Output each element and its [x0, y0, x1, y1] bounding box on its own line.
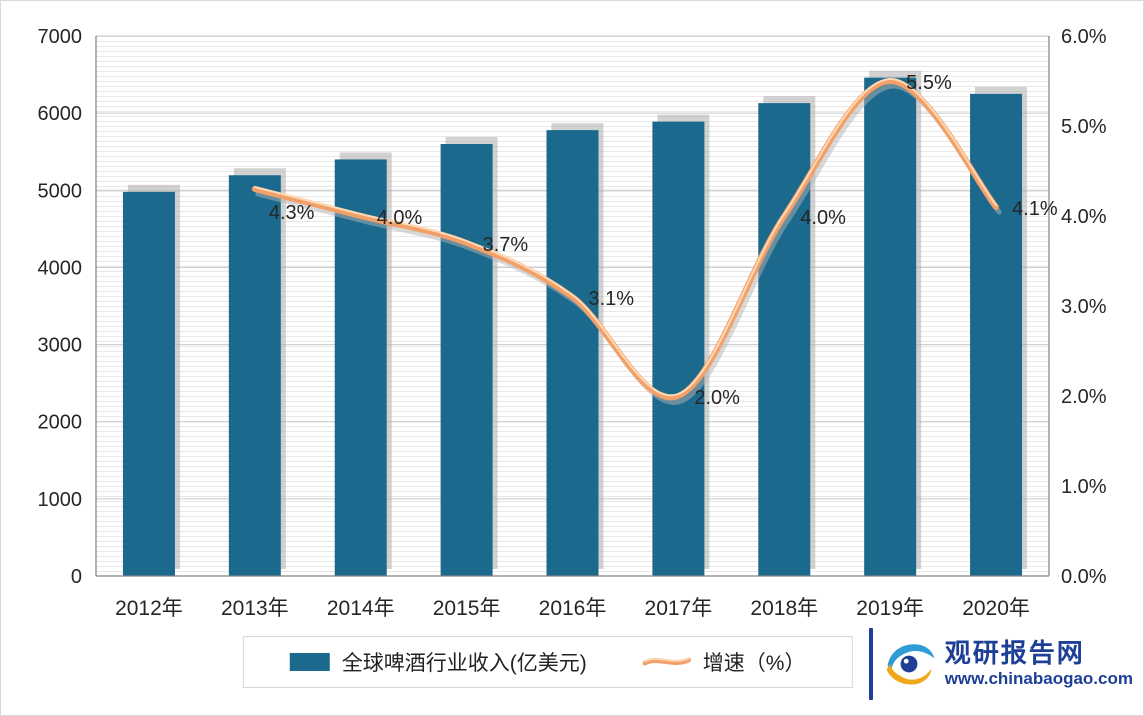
svg-text:2012年: 2012年 — [115, 597, 183, 620]
svg-text:2020年: 2020年 — [962, 597, 1030, 620]
svg-text:2.0%: 2.0% — [1061, 386, 1107, 408]
svg-text:2000: 2000 — [38, 412, 83, 434]
legend: 全球啤酒行业收入(亿美元) 增速（%） — [242, 636, 853, 688]
svg-text:3.7%: 3.7% — [483, 234, 529, 256]
svg-text:0.0%: 0.0% — [1061, 566, 1107, 588]
svg-text:6.0%: 6.0% — [1061, 26, 1107, 48]
brand-url: www.chinabaogao.com — [944, 669, 1133, 689]
svg-text:2017年: 2017年 — [645, 597, 713, 620]
svg-text:3000: 3000 — [38, 335, 83, 357]
svg-text:5000: 5000 — [38, 180, 83, 202]
combo-chart: 4.3% 4.0% 3.7% 3.1% 2.0% 4.0% 5.5% 4.1% 0 1000 200… — [38, 26, 1107, 620]
svg-text:4.1%: 4.1% — [1012, 198, 1058, 220]
svg-text:4.0%: 4.0% — [1061, 206, 1107, 228]
brand-name: 观研报告网 — [944, 638, 1085, 669]
svg-text:0: 0 — [71, 566, 82, 588]
svg-text:2013年: 2013年 — [221, 597, 289, 620]
svg-text:4.0%: 4.0% — [377, 207, 423, 229]
svg-text:7000: 7000 — [38, 26, 83, 48]
svg-text:1.0%: 1.0% — [1061, 476, 1107, 498]
svg-text:3.1%: 3.1% — [589, 288, 635, 310]
legend-label-growth: 增速（%） — [702, 652, 806, 675]
svg-text:4.3%: 4.3% — [269, 202, 315, 224]
svg-text:5.0%: 5.0% — [1061, 116, 1107, 138]
svg-text:2019年: 2019年 — [856, 597, 924, 620]
svg-text:1000: 1000 — [38, 489, 83, 511]
legend-item-revenue: 全球啤酒行业收入(亿美元) — [289, 647, 587, 677]
legend-line-swatch — [642, 657, 691, 666]
svg-text:5.5%: 5.5% — [906, 72, 952, 94]
chart-footer: 全球啤酒行业收入(亿美元) 增速（%） 观研报告网 www.chinabaoga — [1, 626, 1143, 715]
svg-text:4.0%: 4.0% — [800, 207, 846, 229]
svg-text:2016年: 2016年 — [539, 597, 607, 620]
svg-text:2018年: 2018年 — [750, 597, 818, 620]
legend-label-revenue: 全球啤酒行业收入(亿美元) — [341, 652, 587, 675]
svg-text:2014年: 2014年 — [327, 597, 395, 620]
svg-text:2.0%: 2.0% — [694, 387, 740, 409]
svg-text:3.0%: 3.0% — [1061, 296, 1107, 318]
legend-bar-swatch — [289, 653, 330, 671]
svg-text:2015年: 2015年 — [433, 597, 501, 620]
eye-swirl-logo-icon — [886, 644, 934, 685]
svg-text:6000: 6000 — [38, 103, 83, 125]
legend-item-growth: 增速（%） — [642, 647, 806, 677]
svg-text:4000: 4000 — [38, 257, 83, 279]
brand-divider — [868, 628, 873, 700]
brand-watermark: 观研报告网 www.chinabaogao.com — [868, 628, 1133, 700]
